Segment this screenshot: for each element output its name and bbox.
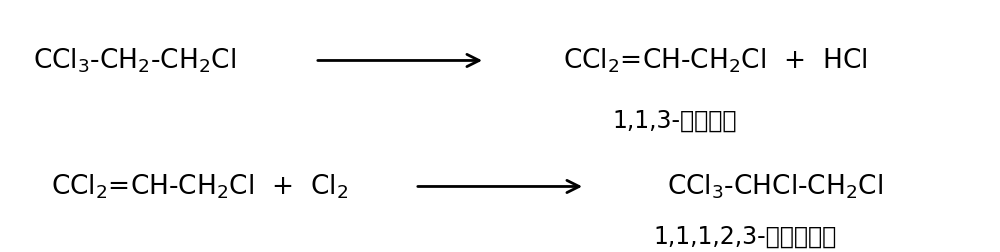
Text: CCl$_2$=CH-CH$_2$Cl  +  Cl$_2$: CCl$_2$=CH-CH$_2$Cl + Cl$_2$	[51, 172, 349, 201]
Text: 1,1,1,2,3-五氯丙烷。: 1,1,1,2,3-五氯丙烷。	[653, 225, 837, 249]
Text: CCl$_3$-CHCl-CH$_2$Cl: CCl$_3$-CHCl-CH$_2$Cl	[667, 172, 883, 201]
Text: CCl$_2$=CH-CH$_2$Cl  +  HCl: CCl$_2$=CH-CH$_2$Cl + HCl	[563, 46, 867, 75]
Text: 1,1,3-三氯丙烯: 1,1,3-三氯丙烯	[613, 109, 737, 133]
Text: CCl$_3$-CH$_2$-CH$_2$Cl: CCl$_3$-CH$_2$-CH$_2$Cl	[33, 46, 237, 75]
